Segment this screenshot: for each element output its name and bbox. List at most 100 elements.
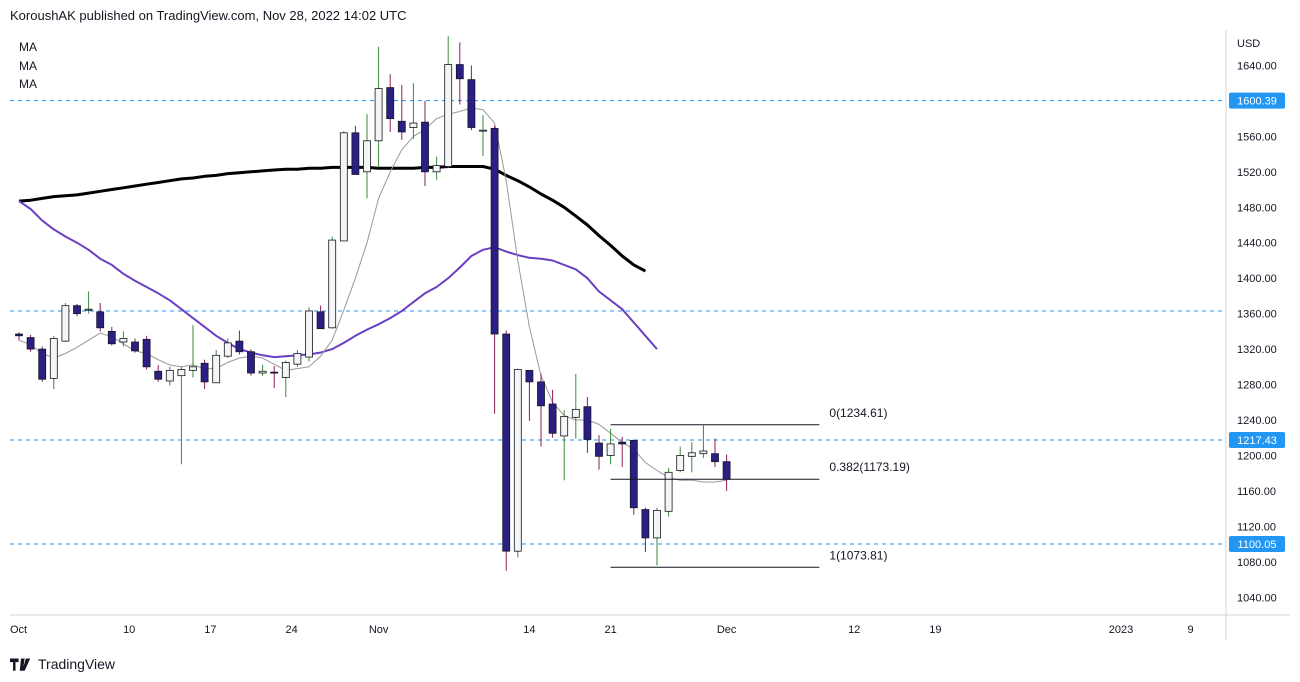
ma-label-2[interactable]: MA	[19, 58, 37, 73]
candle-body	[165, 369, 174, 382]
candle-16[interactable]	[200, 359, 209, 389]
time-tick-label: Oct	[10, 624, 27, 636]
candle-60[interactable]	[711, 438, 719, 467]
horizontal-lines[interactable]	[10, 100, 1226, 545]
candle-13[interactable]	[165, 366, 174, 386]
candles[interactable]	[15, 36, 731, 571]
candle-body	[351, 132, 360, 175]
candle-7[interactable]	[96, 303, 105, 332]
candle-4[interactable]	[61, 303, 70, 342]
candle-5[interactable]	[73, 303, 81, 317]
candle-1[interactable]	[26, 334, 35, 352]
candle-11[interactable]	[142, 335, 151, 370]
candle-14[interactable]	[177, 366, 186, 465]
candle-38[interactable]	[455, 42, 464, 105]
candle-8[interactable]	[107, 326, 116, 346]
candle-58[interactable]	[687, 442, 696, 473]
candle-59[interactable]	[699, 425, 708, 459]
candle-51[interactable]	[606, 428, 615, 465]
candle-47[interactable]	[560, 410, 569, 481]
price-tag-bg	[1229, 432, 1285, 449]
candle-6[interactable]	[84, 291, 93, 314]
candle-21[interactable]	[258, 365, 267, 376]
fib-level-label-2: 1(1073.81)	[829, 548, 887, 562]
price-axis[interactable]: USD 1640.001600.001560.001520.001480.001…	[1237, 38, 1277, 604]
candle-49[interactable]	[583, 396, 592, 453]
ma-label-3[interactable]: MA	[19, 77, 37, 91]
candle-18[interactable]	[223, 338, 232, 358]
candle-15[interactable]	[189, 325, 197, 378]
candle-body	[247, 351, 255, 374]
candle-23[interactable]	[281, 360, 290, 397]
candle-33[interactable]	[397, 84, 406, 140]
candle-body	[687, 452, 696, 457]
price-tick-label: 1640.00	[1237, 60, 1277, 72]
candle-55[interactable]	[653, 507, 661, 566]
candle-35[interactable]	[421, 100, 429, 186]
candle-57[interactable]	[676, 446, 685, 473]
candle-2[interactable]	[38, 346, 47, 382]
candle-25[interactable]	[305, 307, 313, 362]
candle-29[interactable]	[351, 125, 360, 175]
candle-46[interactable]	[548, 389, 557, 438]
tradingview-footer[interactable]: TradingView	[10, 656, 115, 672]
candle-37[interactable]	[444, 36, 453, 169]
candle-body	[15, 333, 23, 337]
candle-45[interactable]	[537, 373, 545, 447]
candle-27[interactable]	[328, 236, 337, 329]
candle-44[interactable]	[525, 369, 534, 421]
candle-10[interactable]	[131, 338, 139, 353]
candle-43[interactable]	[513, 368, 522, 558]
candle-body	[606, 443, 615, 456]
candle-0[interactable]	[15, 332, 23, 341]
candle-body	[270, 371, 279, 374]
candle-3[interactable]	[49, 335, 58, 389]
candle-20[interactable]	[247, 349, 255, 376]
candle-61[interactable]	[722, 454, 731, 491]
time-axis[interactable]: Oct 10 17 24 Nov 14 21 Dec 12 19 2023 9	[10, 624, 1194, 636]
candle-32[interactable]	[386, 74, 395, 132]
candle-34[interactable]	[409, 83, 418, 140]
candle-19[interactable]	[235, 330, 244, 355]
candle-body	[444, 64, 453, 167]
ma-mid-line	[18, 200, 658, 359]
candle-body	[513, 369, 522, 552]
candle-body	[154, 370, 163, 380]
candle-9[interactable]	[119, 331, 128, 347]
price-tick-label: 1200.00	[1237, 450, 1277, 462]
ma-label-1[interactable]: MA	[19, 40, 37, 54]
candle-22[interactable]	[270, 365, 279, 389]
candle-body	[293, 353, 302, 365]
candle-body	[363, 140, 371, 173]
plot-area	[10, 30, 1226, 615]
candle-24[interactable]	[293, 349, 302, 367]
candle-body	[537, 381, 545, 407]
candle-body	[479, 129, 487, 132]
candle-36[interactable]	[432, 156, 441, 180]
candle-56[interactable]	[664, 467, 673, 517]
candle-17[interactable]	[212, 349, 221, 384]
candle-body	[177, 369, 186, 377]
fibonacci-retracement[interactable]: 0(1234.61) 0.382(1173.19) 1(1073.81)	[610, 406, 910, 568]
price-tick-label: 1480.00	[1237, 202, 1277, 214]
candle-30[interactable]	[363, 114, 371, 199]
candle-40[interactable]	[479, 115, 487, 156]
candle-12[interactable]	[154, 365, 163, 382]
candle-39[interactable]	[467, 65, 476, 131]
candle-body	[653, 510, 661, 539]
candle-28[interactable]	[339, 131, 348, 242]
candle-26[interactable]	[316, 305, 325, 330]
candle-41[interactable]	[490, 125, 499, 414]
candle-body	[223, 342, 232, 357]
candle-52[interactable]	[618, 436, 627, 467]
candle-48[interactable]	[571, 373, 580, 439]
candle-body	[200, 362, 209, 383]
candle-42[interactable]	[502, 330, 511, 571]
candle-31[interactable]	[374, 46, 383, 167]
price-tick-label: 1240.00	[1237, 415, 1277, 427]
price-tag-0: 1600.39	[1229, 92, 1285, 109]
candle-50[interactable]	[595, 435, 603, 470]
candle-54[interactable]	[641, 507, 650, 553]
candle-53[interactable]	[629, 439, 638, 515]
